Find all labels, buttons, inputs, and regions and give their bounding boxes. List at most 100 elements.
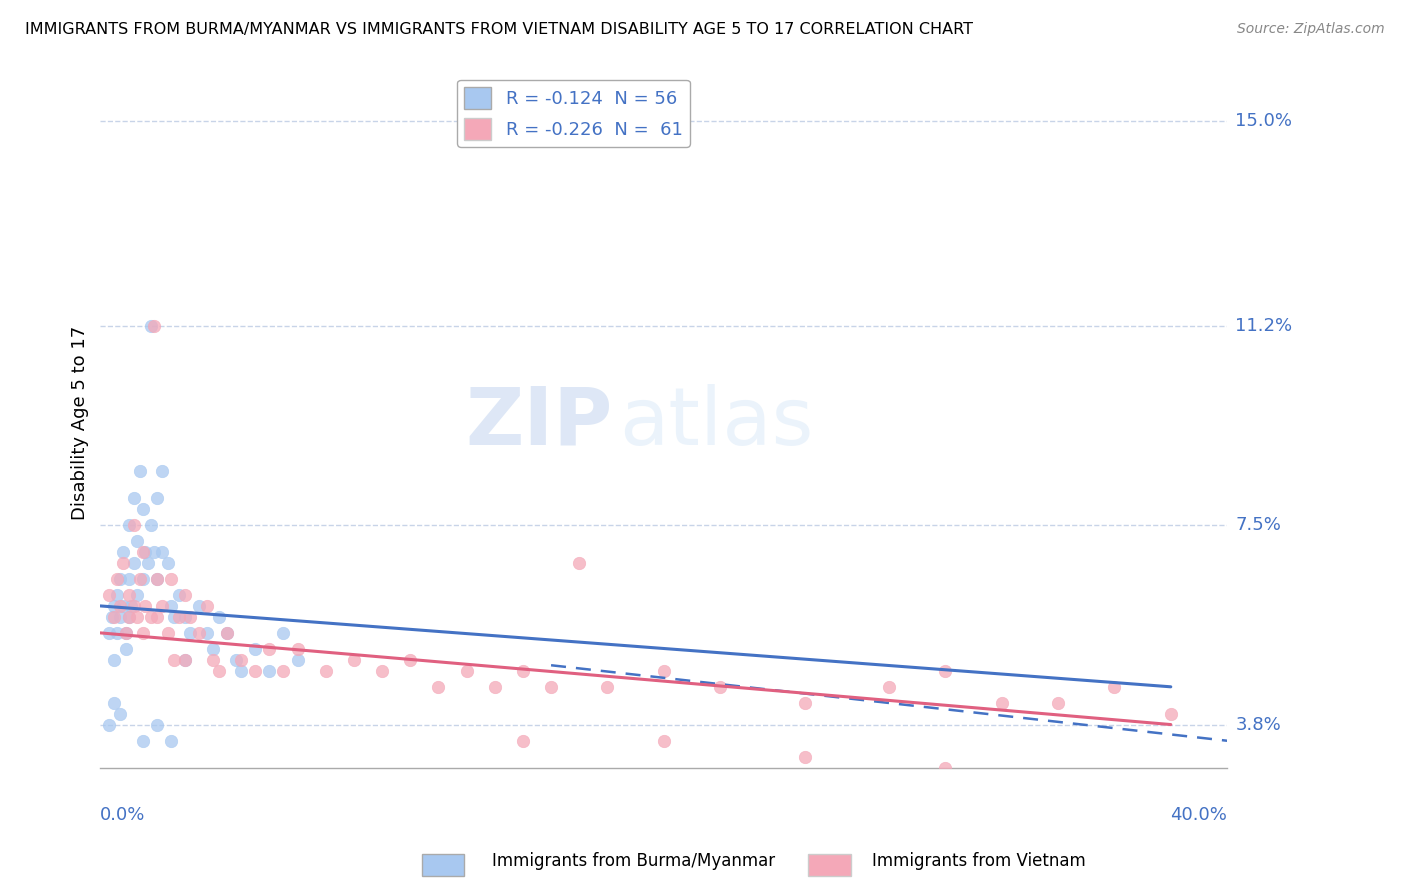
Point — [162, 653, 184, 667]
Point — [540, 680, 562, 694]
Point — [117, 609, 139, 624]
Point — [187, 599, 209, 613]
Point — [134, 545, 156, 559]
Point — [484, 680, 506, 694]
Point — [131, 626, 153, 640]
Point — [231, 653, 253, 667]
Text: 40.0%: 40.0% — [1170, 805, 1227, 823]
Point — [150, 545, 173, 559]
Point — [159, 572, 181, 586]
Point — [103, 599, 125, 613]
Point — [159, 599, 181, 613]
Point — [103, 653, 125, 667]
Point — [145, 572, 167, 586]
Point — [128, 464, 150, 478]
Point — [173, 588, 195, 602]
Point — [173, 653, 195, 667]
Point — [145, 491, 167, 505]
Point — [934, 761, 956, 775]
Point — [202, 642, 225, 657]
Point — [131, 545, 153, 559]
Point — [245, 642, 267, 657]
Point — [202, 653, 225, 667]
Point — [145, 717, 167, 731]
Point — [173, 609, 195, 624]
Point — [173, 653, 195, 667]
Point — [105, 572, 128, 586]
Text: 7.5%: 7.5% — [1236, 516, 1281, 534]
Point — [652, 733, 675, 747]
Point — [652, 664, 675, 678]
Point — [225, 653, 247, 667]
Text: atlas: atlas — [619, 384, 813, 461]
Point — [145, 572, 167, 586]
Point — [709, 680, 731, 694]
Point — [122, 491, 145, 505]
Point — [122, 518, 145, 533]
Point — [287, 642, 309, 657]
Point — [245, 664, 267, 678]
Point — [568, 556, 591, 570]
Point — [108, 706, 131, 721]
Point — [1047, 696, 1070, 710]
Point — [156, 626, 179, 640]
Point — [139, 318, 162, 333]
Point — [131, 733, 153, 747]
Point — [117, 609, 139, 624]
Text: IMMIGRANTS FROM BURMA/MYANMAR VS IMMIGRANTS FROM VIETNAM DISABILITY AGE 5 TO 17 : IMMIGRANTS FROM BURMA/MYANMAR VS IMMIGRA… — [25, 22, 973, 37]
Point — [105, 626, 128, 640]
Point — [125, 609, 148, 624]
Point — [108, 609, 131, 624]
Point — [231, 664, 253, 678]
Point — [427, 680, 450, 694]
Point — [990, 696, 1012, 710]
Point — [287, 653, 309, 667]
Point — [150, 464, 173, 478]
Point — [259, 664, 281, 678]
Point — [150, 599, 173, 613]
Point — [159, 733, 181, 747]
Point — [371, 664, 394, 678]
Point — [103, 609, 125, 624]
Point — [596, 680, 619, 694]
Point — [100, 609, 122, 624]
Point — [122, 556, 145, 570]
Point — [111, 599, 134, 613]
Point — [108, 572, 131, 586]
Point — [156, 556, 179, 570]
Point — [217, 626, 239, 640]
Point — [259, 642, 281, 657]
Text: 15.0%: 15.0% — [1236, 112, 1292, 129]
Point — [125, 588, 148, 602]
Point — [114, 626, 136, 640]
Y-axis label: Disability Age 5 to 17: Disability Age 5 to 17 — [72, 326, 89, 520]
Point — [114, 626, 136, 640]
Point — [167, 588, 190, 602]
Point — [103, 696, 125, 710]
Point — [97, 717, 120, 731]
Point — [117, 572, 139, 586]
Point — [131, 572, 153, 586]
Point — [179, 626, 201, 640]
Text: Immigrants from Vietnam: Immigrants from Vietnam — [872, 852, 1085, 870]
Point — [208, 664, 231, 678]
Point — [136, 556, 159, 570]
Point — [117, 588, 139, 602]
Point — [131, 501, 153, 516]
Point — [142, 318, 165, 333]
Point — [167, 609, 190, 624]
Point — [208, 609, 231, 624]
Point — [512, 733, 534, 747]
Point — [120, 599, 142, 613]
Point — [105, 588, 128, 602]
Point — [187, 626, 209, 640]
Legend: R = -0.124  N = 56, R = -0.226  N =  61: R = -0.124 N = 56, R = -0.226 N = 61 — [457, 79, 690, 147]
Point — [139, 518, 162, 533]
Text: Source: ZipAtlas.com: Source: ZipAtlas.com — [1237, 22, 1385, 37]
Point — [145, 609, 167, 624]
Point — [142, 545, 165, 559]
Point — [315, 664, 337, 678]
Point — [179, 609, 201, 624]
Point — [108, 599, 131, 613]
Point — [877, 680, 900, 694]
